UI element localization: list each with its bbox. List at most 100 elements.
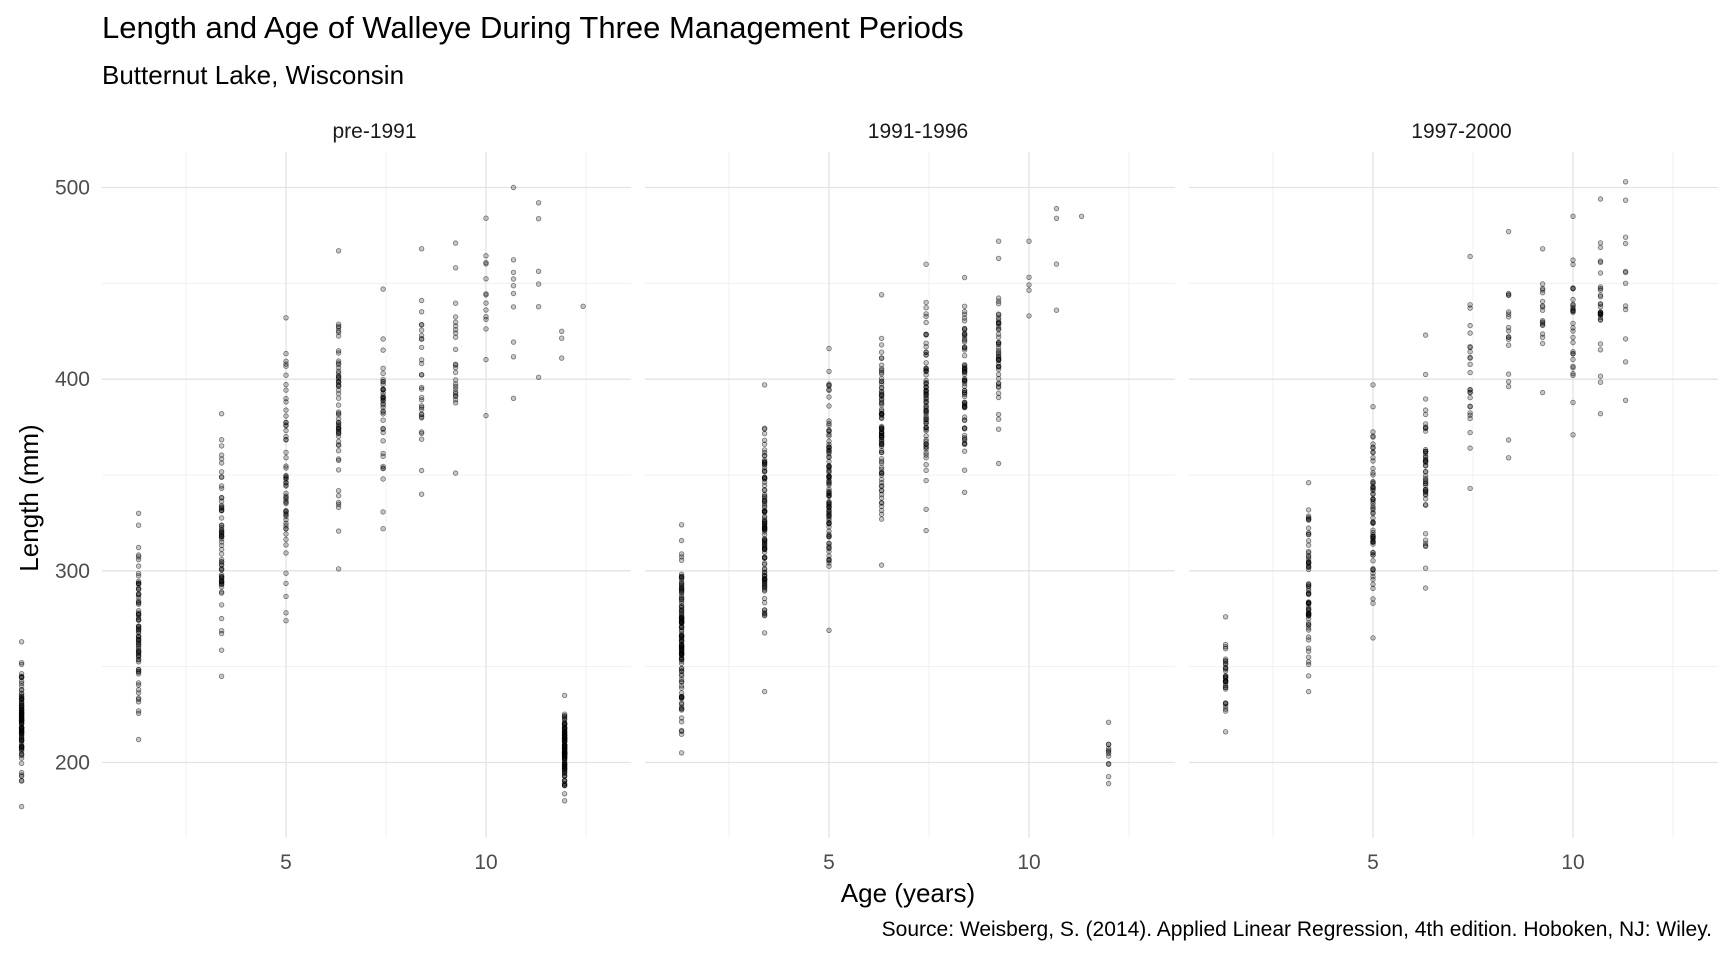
- data-point: [826, 533, 832, 539]
- data-point: [135, 643, 142, 650]
- data-point: [995, 238, 1002, 244]
- data-point: [678, 537, 685, 544]
- data-point: [995, 426, 1002, 432]
- data-point: [961, 274, 968, 281]
- data-point: [678, 701, 685, 707]
- data-point: [218, 673, 225, 679]
- data-point: [995, 315, 1002, 321]
- data-point: [418, 429, 425, 435]
- data-point: [1597, 240, 1604, 246]
- data-point: [561, 777, 568, 784]
- data-point: [452, 377, 459, 383]
- data-point: [678, 557, 685, 563]
- data-point: [761, 541, 768, 547]
- data-point: [878, 342, 885, 348]
- data-point: [826, 498, 832, 505]
- data-point: [283, 436, 289, 443]
- data-point: [923, 433, 929, 439]
- data-point: [1305, 611, 1312, 617]
- data-point: [1422, 425, 1429, 432]
- data-point: [283, 526, 289, 532]
- source-caption: Source: Weisberg, S. (2014). Applied Lin…: [881, 918, 1712, 941]
- facet-panel: 5 10 pre-1991: [18, 120, 631, 874]
- data-point: [335, 433, 342, 439]
- data-point: [380, 386, 386, 392]
- data-point: [335, 373, 342, 379]
- data-point: [1305, 515, 1312, 521]
- data-point: [923, 261, 929, 267]
- data-point: [283, 500, 289, 507]
- data-point: [923, 351, 929, 358]
- data-point: [1026, 282, 1032, 288]
- data-point: [1570, 261, 1576, 268]
- data-point: [878, 378, 885, 385]
- data-point: [452, 319, 459, 325]
- data-point: [761, 525, 768, 531]
- data-point: [1505, 455, 1512, 461]
- data-point: [18, 680, 25, 687]
- data-point: [678, 668, 685, 675]
- data-point: [18, 696, 25, 702]
- data-point: [18, 755, 25, 761]
- data-point: [483, 292, 489, 298]
- data-point: [135, 510, 142, 516]
- data-point: [1305, 606, 1312, 613]
- data-point: [283, 531, 289, 537]
- data-point: [1539, 298, 1546, 305]
- data-point: [1370, 533, 1376, 540]
- data-point: [678, 580, 685, 586]
- data-point: [878, 397, 885, 403]
- data-point: [380, 411, 386, 417]
- data-point: [878, 411, 885, 417]
- data-point: [1305, 561, 1312, 567]
- data-point: [1222, 701, 1229, 707]
- data-point: [418, 360, 425, 367]
- data-point: [18, 639, 25, 645]
- data-point: [1370, 581, 1376, 587]
- data-point: [1370, 429, 1376, 435]
- data-point: [761, 630, 768, 636]
- data-point: [923, 372, 929, 378]
- data-point: [961, 405, 968, 411]
- data-point: [1370, 444, 1376, 450]
- data-point: [961, 364, 968, 370]
- data-point: [878, 562, 885, 568]
- data-point: [1467, 429, 1473, 436]
- data-point: [283, 570, 289, 576]
- data-point: [483, 253, 489, 259]
- data-point: [1539, 281, 1546, 287]
- data-point: [1597, 270, 1604, 276]
- data-point: [135, 570, 142, 577]
- data-point: [1370, 529, 1376, 536]
- data-point: [1622, 280, 1629, 286]
- data-point: [418, 415, 425, 421]
- data-point: [335, 448, 342, 454]
- data-point: [923, 455, 929, 461]
- data-point: [380, 370, 386, 377]
- data-point: [561, 754, 568, 760]
- data-point: [335, 379, 342, 385]
- data-point: [1467, 369, 1473, 376]
- data-point: [1570, 356, 1576, 363]
- data-point: [1422, 531, 1429, 537]
- data-point: [452, 240, 459, 246]
- data-point: [1467, 361, 1473, 367]
- data-point: [1105, 719, 1112, 725]
- data-point: [380, 404, 386, 410]
- data-point: [1053, 205, 1060, 212]
- data-point: [761, 461, 768, 468]
- data-point: [218, 524, 225, 531]
- data-point: [826, 627, 832, 633]
- data-point: [1370, 509, 1376, 516]
- data-point: [418, 322, 425, 328]
- data-point: [418, 403, 425, 409]
- data-point: [418, 297, 425, 304]
- data-point: [1305, 566, 1312, 573]
- facet-strip-label: pre-1991: [332, 120, 416, 143]
- data-point: [1305, 583, 1312, 589]
- data-point: [218, 551, 225, 557]
- data-point: [18, 716, 25, 723]
- data-point: [1105, 780, 1112, 787]
- data-point: [561, 770, 568, 776]
- data-point: [761, 508, 768, 514]
